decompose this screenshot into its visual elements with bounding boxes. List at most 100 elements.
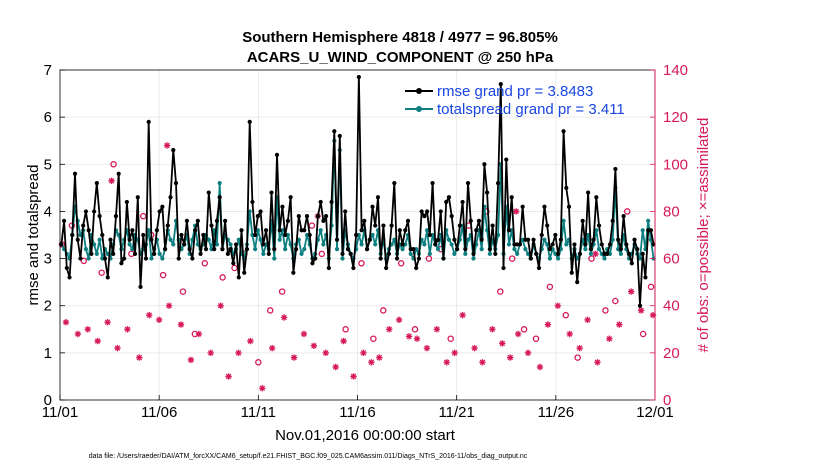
obs-assimilated-marker	[217, 302, 224, 309]
series-point-totalspread	[506, 242, 512, 247]
footer-note: data file: /Users/raeder/DAI/ATM_forcXX/…	[89, 453, 528, 460]
series-point-rmse	[138, 284, 143, 289]
series-point-rmse	[141, 232, 146, 238]
series-point-rmse	[343, 209, 348, 214]
series-point-rmse	[220, 247, 225, 252]
series-point-totalspread	[596, 247, 602, 252]
series-point-rmse	[359, 228, 364, 233]
series-point-rmse	[542, 204, 547, 209]
series-point-rmse	[561, 129, 566, 134]
obs-possible-marker	[201, 260, 209, 267]
obs-assimilated-marker	[177, 321, 185, 328]
series-point-rmse	[75, 237, 80, 242]
obs-assimilated-marker	[300, 330, 308, 338]
series-point-totalspread	[515, 251, 520, 256]
y-tick-label-right: 100	[663, 156, 688, 173]
series-point-totalspread	[400, 247, 405, 252]
series-point-totalspread	[594, 228, 599, 233]
obs-assimilated-marker	[136, 354, 143, 361]
series-point-rmse	[637, 303, 643, 308]
series-point-rmse	[337, 133, 342, 139]
series-point-rmse	[195, 218, 200, 223]
series-point-rmse	[228, 247, 233, 252]
obs-assimilated-marker	[594, 359, 601, 366]
series-point-rmse	[231, 261, 236, 266]
series-point-totalspread	[487, 251, 492, 256]
series-point-totalspread	[556, 256, 561, 261]
series-point-rmse	[61, 218, 67, 223]
series-point-totalspread	[236, 237, 241, 242]
series-point-rmse	[591, 237, 596, 242]
series-point-rmse	[291, 270, 296, 275]
series-point-totalspread	[272, 256, 277, 261]
series-point-rmse	[405, 218, 411, 223]
obs-assimilated-marker	[536, 363, 544, 371]
series-point-rmse	[553, 232, 558, 238]
series-point-totalspread	[547, 256, 553, 261]
series-point-rmse	[162, 247, 168, 252]
obs-possible-marker	[278, 288, 286, 295]
series-point-totalspread	[146, 228, 151, 233]
series-point-totalspread	[318, 228, 323, 233]
series-point-rmse	[635, 247, 640, 252]
obs-assimilated-marker	[386, 326, 393, 333]
series-point-rmse	[179, 232, 184, 238]
y-tick-label-left: 2	[44, 298, 52, 315]
series-point-rmse	[223, 218, 228, 223]
series-point-rmse	[556, 251, 561, 256]
series-point-totalspread	[97, 237, 102, 242]
series-point-totalspread	[465, 237, 471, 242]
obs-assimilated-marker	[340, 337, 347, 345]
series-point-rmse	[277, 228, 282, 233]
obs-assimilated-marker	[146, 311, 153, 319]
y-tick-label-left: 5	[44, 156, 52, 173]
series-point-rmse	[528, 256, 533, 261]
obs-assimilated-marker	[187, 356, 195, 364]
series-point-rmse	[244, 247, 250, 252]
series-point-rmse	[588, 247, 593, 252]
series-point-rmse	[193, 228, 198, 233]
series-point-rmse	[274, 152, 280, 157]
series-point-rmse	[72, 171, 78, 176]
series-point-rmse	[127, 237, 132, 242]
series-point-totalspread	[283, 247, 288, 252]
obs-possible-marker	[318, 250, 326, 258]
obs-assimilated-marker	[395, 316, 403, 324]
series-point-rmse	[482, 162, 487, 167]
obs-assimilated-marker	[471, 344, 478, 352]
series-point-totalspread	[83, 247, 89, 252]
series-point-rmse	[618, 247, 623, 252]
obs-possible-marker	[358, 260, 365, 267]
series-point-totalspread	[86, 256, 91, 261]
series-point-rmse	[250, 199, 255, 205]
series-point-rmse	[285, 218, 291, 223]
series-point-rmse	[626, 251, 632, 256]
y-tick-label-left: 1	[44, 345, 52, 362]
series-point-totalspread	[446, 237, 452, 242]
obs-possible-marker	[532, 335, 540, 342]
series-point-rmse	[310, 261, 315, 266]
series-point-totalspread	[160, 256, 165, 261]
series-point-rmse	[583, 242, 588, 247]
obs-possible-marker	[219, 274, 226, 281]
series-point-rmse	[83, 209, 89, 214]
series-point-rmse	[506, 228, 512, 233]
series-point-rmse	[441, 256, 446, 261]
series-point-rmse	[362, 218, 367, 223]
series-point-rmse	[455, 247, 460, 252]
series-point-rmse	[435, 237, 441, 242]
series-point-rmse	[108, 237, 113, 242]
obs-assimilated-marker	[512, 208, 520, 215]
series-point-rmse	[452, 237, 457, 242]
obs-assimilated-marker	[507, 354, 514, 361]
series-point-totalspread	[449, 242, 454, 247]
obs-possible-marker	[562, 311, 570, 319]
series-point-totalspread	[463, 251, 468, 256]
obs-possible-marker	[140, 212, 147, 220]
series-point-totalspread	[640, 228, 645, 233]
series-point-rmse	[545, 223, 550, 228]
series-point-rmse	[304, 214, 310, 219]
series-point-rmse	[165, 223, 170, 228]
obs-assimilated-marker	[235, 349, 242, 357]
series-point-rmse	[373, 223, 378, 228]
